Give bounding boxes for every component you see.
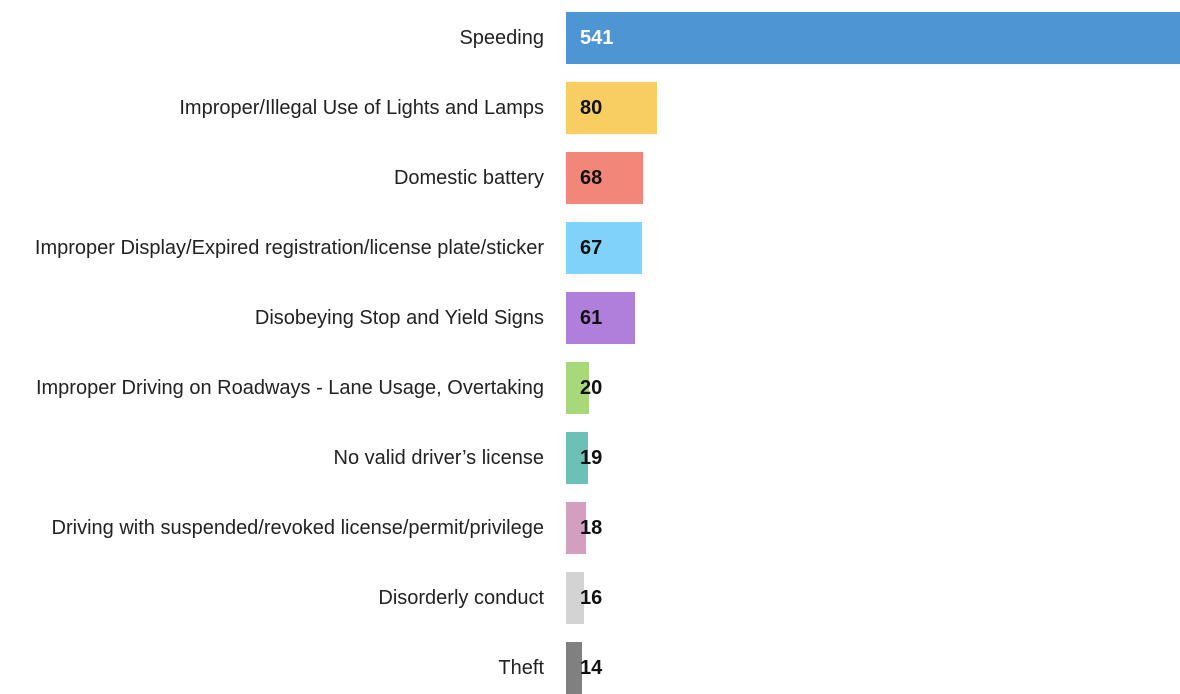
category-label: Speeding (459, 27, 544, 49)
bar (566, 222, 643, 274)
value-label: 541 (580, 27, 614, 49)
value-label: 20 (580, 377, 603, 399)
bar (566, 572, 585, 624)
bar (566, 502, 587, 554)
value-label: 16 (580, 587, 603, 609)
category-label: Improper/Illegal Use of Lights and Lamps (179, 97, 544, 119)
value-label: 67 (580, 237, 603, 259)
bar (566, 362, 589, 414)
category-label: Driving with suspended/revoked license/p… (51, 517, 544, 539)
category-label: No valid driver’s license (333, 447, 544, 469)
bar (566, 642, 582, 694)
category-label: Improper Display/Expired registration/li… (34, 237, 544, 259)
value-label: 68 (580, 167, 603, 189)
category-label: Disobeying Stop and Yield Signs (254, 307, 544, 329)
bar (566, 432, 588, 484)
category-label: Theft (498, 657, 544, 679)
category-label: Improper Driving on Roadways - Lane Usag… (35, 377, 544, 399)
bar (566, 82, 657, 134)
bar (566, 12, 1180, 64)
category-label: Domestic battery (393, 167, 544, 189)
value-label: 14 (580, 657, 603, 679)
value-label: 18 (580, 517, 603, 539)
value-label: 61 (580, 307, 603, 329)
value-label: 19 (580, 447, 603, 469)
bar (566, 152, 644, 204)
value-label: 80 (580, 97, 603, 119)
bar (566, 292, 636, 344)
category-label: Disorderly conduct (378, 587, 544, 609)
